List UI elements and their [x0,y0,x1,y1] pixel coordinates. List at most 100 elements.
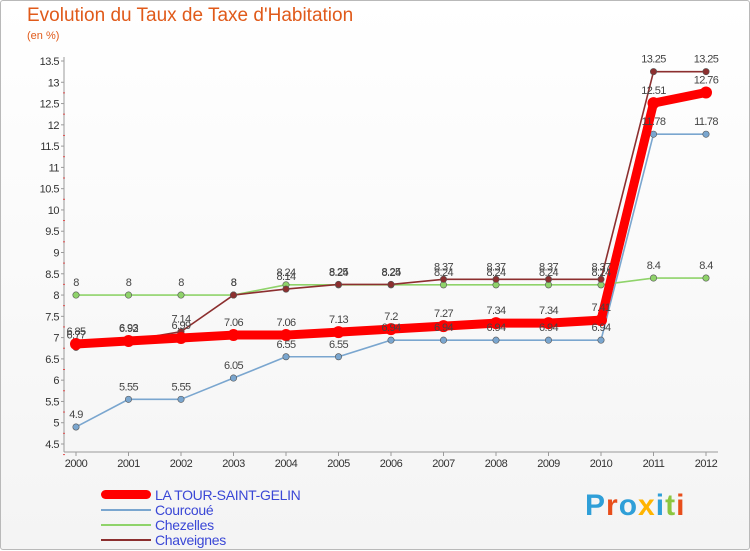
data-label: 6.05 [224,360,243,372]
data-point [649,274,657,282]
data-label: 13.25 [694,54,719,66]
data-point [387,280,395,288]
data-label: 6.77 [66,329,85,341]
y-tick-label: 10.5 [40,184,60,196]
data-label: 8.24 [276,267,295,279]
data-label: 8.37 [486,261,505,273]
data-point [122,335,135,348]
data-label: 8 [126,277,132,289]
data-label: 7.41 [591,302,610,314]
data-point [334,353,342,361]
data-point [544,275,552,283]
data-point [492,336,500,344]
data-point [647,97,660,110]
x-tick-label: 2000 [65,458,88,470]
legend-swatch [101,508,151,511]
y-tick-label: 6 [53,375,59,387]
y-tick-label: 5 [53,418,59,430]
legend-item-courcoue: Courcoué [101,501,301,518]
data-label: 6.94 [434,322,453,334]
legend-label: Courcoué [155,501,214,518]
data-point [282,353,290,361]
legend-item-la-tour-saint-gelin: LA TOUR-SAINT-GELIN [101,486,301,503]
legend-item-chaveignes: Chaveignes [101,531,301,548]
y-tick-label: 11 [49,162,60,174]
data-label: 6.55 [329,339,348,351]
proxiti-logo: Proxiti [585,489,685,523]
data-label: 8 [231,277,237,289]
data-label: 7.34 [539,305,558,317]
data-point [542,317,555,330]
data-label: 8.24 [434,267,453,279]
logo-letter: t [665,489,677,522]
logo-letter: i [655,489,666,522]
data-point [282,285,290,293]
y-tick-label: 7 [53,333,59,345]
data-label: 8.14 [276,271,295,283]
y-tick-label: 8 [53,290,59,302]
data-label: 8.24 [486,267,505,279]
y-tick-label: 5.5 [45,396,59,408]
data-label: 8.4 [647,260,661,272]
data-label: 8 [73,277,79,289]
y-tick-label: 6.5 [45,354,59,366]
data-point [702,130,710,138]
data-point [332,326,345,339]
x-tick-label: 2012 [695,458,718,470]
data-label: 12.76 [694,74,719,86]
data-point [439,275,447,283]
logo-letter: i [676,489,686,522]
data-point [702,274,710,282]
data-point [125,395,133,403]
legend-swatch [101,490,151,499]
data-point [595,314,607,327]
logo-letter: r [606,489,619,522]
data-label: 8.37 [539,261,558,273]
unit-label: (en %) [27,30,60,42]
data-label: 6.94 [591,322,610,334]
data-label: 7.13 [329,314,348,326]
x-tick-label: 2001 [117,458,140,470]
data-label: 5.55 [119,381,138,393]
legend-swatch [101,538,151,541]
legend-label: LA TOUR-SAINT-GELIN [155,486,301,503]
data-label: 7.06 [276,317,295,329]
series-line [71,87,711,349]
series-line [75,70,707,349]
x-tick-label: 2002 [170,458,193,470]
data-point [490,317,502,330]
data-label: 7.14 [171,314,190,326]
data-label: 8 [178,277,184,289]
data-label: 12.51 [641,85,666,97]
x-tick-label: 2011 [643,458,665,470]
legend-label: Chaveignes [155,531,226,548]
data-label: 7.06 [224,317,243,329]
y-tick-label: 9.5 [45,226,59,238]
data-label: 8.25 [329,266,348,278]
data-label: 8.24 [539,267,558,279]
y-tick-label: 7.5 [45,311,59,323]
y-tick-label: 13.5 [40,56,60,68]
data-point [385,323,397,336]
data-label: 4.9 [69,409,83,421]
logo-letter: o [618,489,639,522]
data-point [230,374,238,382]
data-point [597,336,605,344]
data-label: 6.94 [486,322,505,334]
data-label: 6.93 [119,323,138,335]
x-tick-label: 2007 [432,458,455,470]
x-tick-label: 2009 [537,458,560,470]
x-tick-label: 2003 [222,458,245,470]
data-label: 8.24 [329,267,348,279]
data-label: 6.85 [66,326,85,338]
data-point [227,329,240,342]
data-label: 7.34 [486,305,505,317]
legend-swatch [101,523,151,526]
data-point [177,395,185,403]
data-label: 6.94 [539,322,558,334]
data-point [334,280,342,288]
data-label: 8 [231,277,237,289]
y-tick-label: 12.5 [40,99,60,111]
data-point [700,86,712,99]
